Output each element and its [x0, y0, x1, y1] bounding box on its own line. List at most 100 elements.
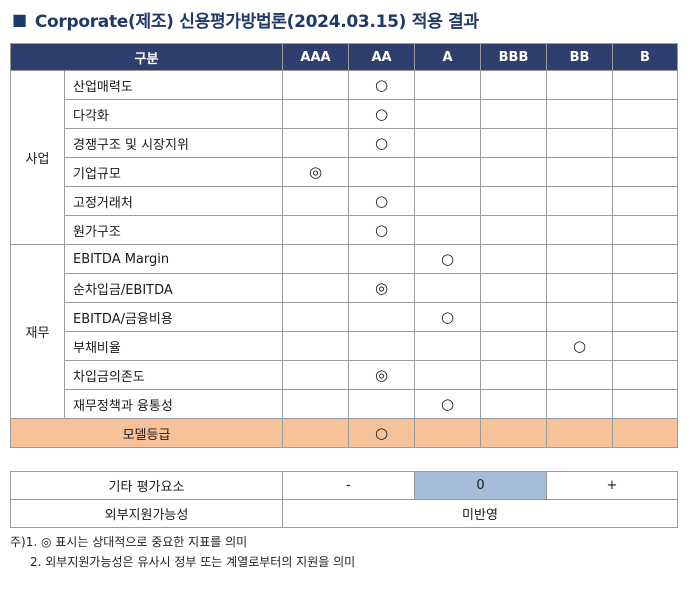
table-row: 재무 EBITDA Margin ○: [10, 244, 679, 419]
title-text: Corporate(제조) 신용평가방법론(2024.03.15) 적용 결과: [34, 11, 479, 32]
table-row: 차입금의존도 ◎: [11, 360, 679, 390]
cell-grade-2: [348, 302, 416, 332]
cell-grade-4: [480, 70, 548, 100]
cell-grade-6: [612, 244, 679, 274]
cell-grade-3: [414, 360, 482, 390]
cell-grade-3: [414, 99, 482, 129]
table-row: 경쟁구조 및 시장지위 ○: [11, 128, 679, 158]
table-row: 다각화 ○: [11, 99, 679, 129]
header-aa: AA: [348, 43, 416, 71]
model-grade-4: [480, 418, 548, 448]
other-factors-row: 기타 평가요소 - 0 +: [10, 471, 678, 500]
circle-mark: ○: [348, 215, 416, 245]
cell-grade-5: [546, 128, 614, 158]
header-a: A: [414, 43, 482, 71]
cell-grade-4: [480, 273, 548, 303]
cell-grade-4: [480, 186, 548, 216]
cell-grade-4: [480, 389, 548, 419]
item-label: 원가구조: [63, 215, 284, 245]
cell-grade-2: [348, 389, 416, 419]
cell-grade-5: [546, 186, 614, 216]
cell-grade-3: [414, 157, 482, 187]
category-label: 재무: [10, 244, 65, 419]
cell-grade-4: [480, 157, 548, 187]
header-aaa: AAA: [282, 43, 350, 71]
circle-mark: ○: [414, 389, 482, 419]
cell-grade-5: [546, 70, 614, 100]
item-label: 부채비율: [63, 331, 284, 361]
cell-grade-1: [282, 99, 350, 129]
other-factors-plus: +: [546, 471, 678, 500]
cell-grade-5: [546, 99, 614, 129]
circle-mark: ○: [414, 302, 482, 332]
header-bb: BB: [546, 43, 614, 71]
external-support-value: 미반영: [282, 499, 678, 528]
cell-grade-6: [612, 186, 679, 216]
cell-grade-4: [480, 331, 548, 361]
cell-grade-6: [612, 331, 679, 361]
table-row: 고정거래처 ○: [11, 186, 679, 216]
cell-grade-2: [348, 331, 416, 361]
cell-grade-1: [282, 128, 350, 158]
cell-grade-2: [348, 157, 416, 187]
item-label: EBITDA/금융비용: [63, 302, 284, 332]
model-grade-3: [414, 418, 482, 448]
item-label: 다각화: [63, 99, 284, 129]
cell-grade-4: [480, 360, 548, 390]
cell-grade-6: [612, 157, 679, 187]
cell-grade-2: [348, 244, 416, 274]
cell-grade-5: [546, 273, 614, 303]
item-label: 순차입금/EBITDA: [63, 273, 284, 303]
cell-grade-6: [612, 99, 679, 129]
cell-grade-1: [282, 273, 350, 303]
header-row: 구분 AAA AA A BBB BB B: [9, 43, 679, 71]
item-label: 차입금의존도: [63, 360, 284, 390]
model-grade-1: [282, 418, 350, 448]
cell-grade-4: [480, 244, 548, 274]
other-factors-zero: 0: [414, 471, 547, 500]
table-row: 기업규모 ◎: [11, 157, 679, 187]
circle-mark: ○: [348, 418, 416, 448]
cell-grade-1: [282, 360, 350, 390]
cell-grade-5: [546, 389, 614, 419]
cell-grade-5: [546, 157, 614, 187]
cell-grade-6: [612, 128, 679, 158]
table-row: 사업 산업매력도 ○: [10, 70, 679, 245]
cell-grade-1: [282, 70, 350, 100]
rating-table: 구분 AAA AA A BBB BB B 사업 산업매력도 ○ 다각화 ○ 경쟁구조 및 …: [9, 43, 679, 448]
table-row: EBITDA/금융비용 ○: [11, 302, 679, 332]
cell-grade-1: [282, 331, 350, 361]
cell-grade-3: [414, 70, 482, 100]
table-row: 부채비율 ○: [11, 331, 679, 361]
cell-grade-3: [414, 186, 482, 216]
circle-mark: ○: [348, 128, 416, 158]
model-grade-row: 모델등급 ○: [9, 418, 679, 448]
cell-grade-4: [480, 302, 548, 332]
cell-grade-5: [546, 244, 614, 274]
header-b: B: [612, 43, 679, 71]
model-grade-6: [612, 418, 679, 448]
category-label: 사업: [10, 70, 65, 245]
table-row: 순차입금/EBITDA ◎: [11, 273, 679, 303]
footnote-1: 주)1. ◎ 표시는 상대적으로 중요한 지표를 의미: [10, 535, 248, 549]
circle-mark: ○: [546, 331, 614, 361]
table-row: 재무정책과 융통성 ○: [11, 389, 679, 419]
cell-grade-6: [612, 389, 679, 419]
other-factors-table: 기타 평가요소 - 0 + 외부지원가능성 미반영: [10, 471, 678, 528]
cell-grade-5: [546, 215, 614, 245]
item-label: 재무정책과 융통성: [63, 389, 284, 419]
item-label: EBITDA Margin: [63, 244, 284, 274]
cell-grade-5: [546, 360, 614, 390]
double-circle-mark: ◎: [348, 273, 416, 303]
cell-grade-4: [480, 128, 548, 158]
model-grade-label: 모델등급: [9, 418, 284, 448]
cell-grade-1: [282, 186, 350, 216]
cell-grade-3: [414, 273, 482, 303]
external-support-row: 외부지원가능성 미반영: [10, 499, 678, 528]
cell-grade-3: [414, 215, 482, 245]
table-row: 원가구조 ○: [11, 215, 679, 245]
cell-grade-4: [480, 99, 548, 129]
item-label: 산업매력도: [63, 70, 284, 100]
other-factors-minus: -: [282, 471, 415, 500]
cell-grade-6: [612, 360, 679, 390]
